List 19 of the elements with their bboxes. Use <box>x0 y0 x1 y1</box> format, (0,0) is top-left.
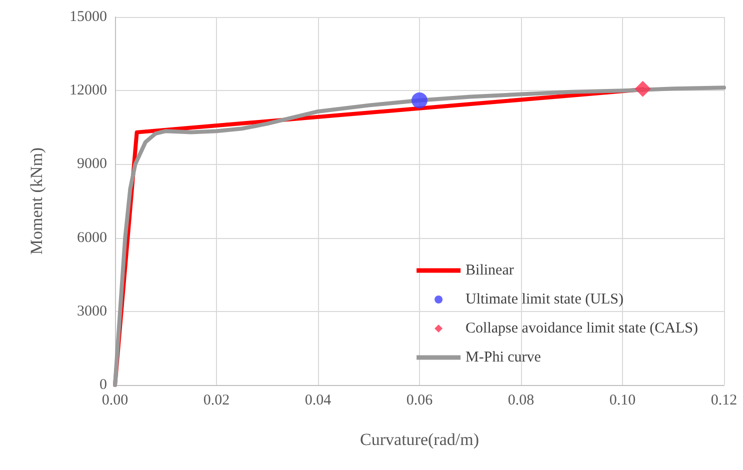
legend-label: Collapse avoidance limit state (CALS) <box>466 320 698 336</box>
y-tick-label: 0 <box>100 377 107 393</box>
y-tick-label: 15000 <box>70 9 107 25</box>
x-tick-label: 0.12 <box>710 392 738 408</box>
x-tick-label: 0.10 <box>609 392 636 408</box>
x-axis-title: Curvature(rad/m) <box>360 430 479 449</box>
legend-label: Bilinear <box>466 262 514 278</box>
legend-label: Ultimate limit state (ULS) <box>466 292 624 308</box>
x-tick-label: 0.08 <box>508 392 534 408</box>
x-tick-label: 0.06 <box>406 392 434 408</box>
x-tick-label: 0.02 <box>203 392 230 408</box>
y-tick-label: 6000 <box>77 230 107 246</box>
y-tick-label: 12000 <box>70 82 107 99</box>
y-axis-title: Moment (kNm) <box>27 147 46 255</box>
legend-label: M-Phi curve <box>466 350 542 366</box>
y-tick-label: 9000 <box>77 156 107 172</box>
x-tick-label: 0.04 <box>304 392 332 408</box>
x-tick-label: 0.00 <box>102 392 128 408</box>
y-tick-label: 3000 <box>77 303 107 320</box>
